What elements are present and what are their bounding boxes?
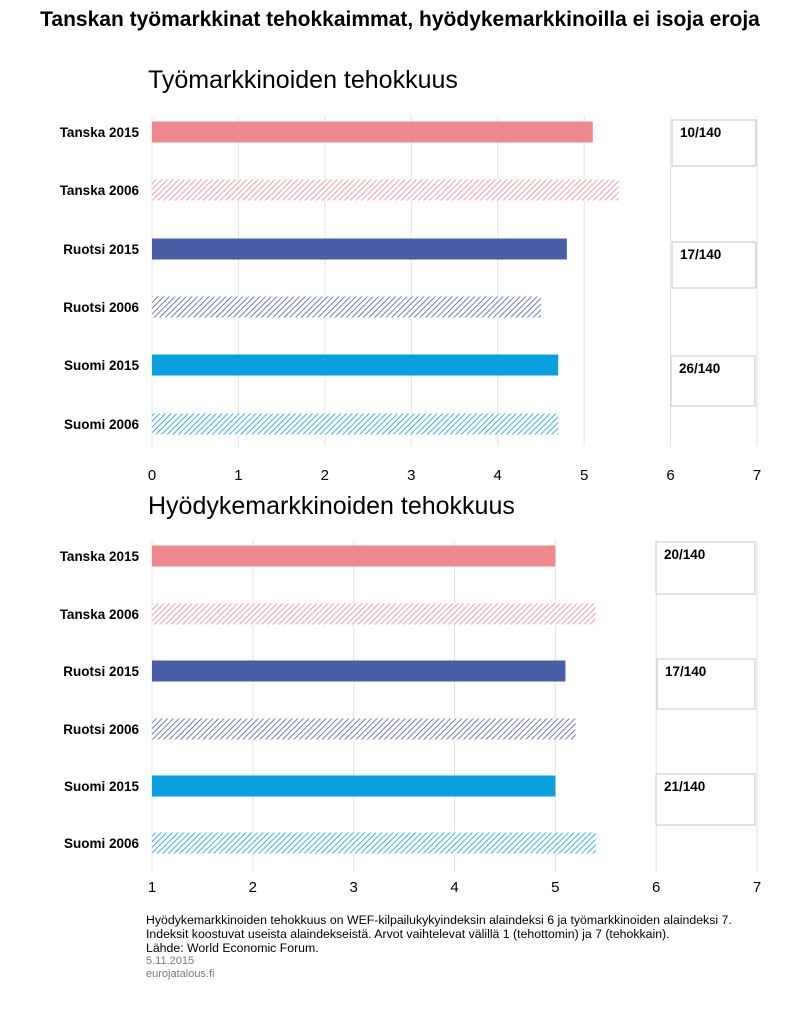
rank-label: 20/140 bbox=[664, 547, 705, 562]
bar-tanska-2015 bbox=[152, 121, 593, 143]
rank-label: 21/140 bbox=[664, 779, 705, 794]
footer-source: Lähde: World Economic Forum. bbox=[146, 941, 319, 955]
bar-ruotsi-2015 bbox=[152, 660, 566, 682]
bar-suomi-2015 bbox=[152, 354, 559, 376]
category-label-tanska-2006: Tanska 2006 bbox=[60, 183, 140, 198]
category-label-ruotsi-2015: Ruotsi 2015 bbox=[63, 664, 139, 679]
bar-tanska-2015 bbox=[152, 545, 556, 567]
bar-tanska-2006 bbox=[152, 603, 596, 625]
x-tick-label: 5 bbox=[551, 879, 559, 896]
x-tick-label: 3 bbox=[407, 467, 415, 483]
chart-goods-market-efficiency: Hyödykemarkkinoiden tehokkuus Tanska 2015… bbox=[60, 492, 761, 896]
x-tick-label: 2 bbox=[321, 467, 329, 483]
rank-box bbox=[671, 241, 757, 289]
rank-box bbox=[671, 119, 757, 167]
footer-site: eurojatalous.fi bbox=[146, 968, 215, 980]
x-tick-label: 0 bbox=[148, 467, 156, 483]
x-tick-label: 5 bbox=[580, 467, 588, 483]
x-tick-label: 7 bbox=[753, 467, 761, 483]
x-tick-label: 4 bbox=[494, 467, 502, 483]
rank-box bbox=[655, 541, 756, 595]
x-tick-label: 2 bbox=[249, 879, 257, 896]
page-title: Tanskan työmarkkinat tehokkaimmat, hyödy… bbox=[40, 8, 760, 31]
category-label-tanska-2015: Tanska 2015 bbox=[60, 125, 140, 140]
chart-title: Työmarkkinoiden tehokkuus bbox=[148, 66, 458, 94]
x-tick-label: 3 bbox=[349, 879, 357, 896]
x-tick-label: 4 bbox=[450, 879, 458, 896]
bar-ruotsi-2015 bbox=[152, 238, 567, 260]
bar-tanska-2006 bbox=[152, 179, 619, 201]
x-tick-label: 1 bbox=[148, 879, 156, 896]
x-tick-label: 7 bbox=[753, 879, 761, 896]
category-label-suomi-2015: Suomi 2015 bbox=[64, 358, 140, 373]
rank-box bbox=[670, 355, 756, 407]
x-tick-label: 6 bbox=[666, 467, 674, 483]
footer-date: 5.11.2015 bbox=[146, 955, 195, 967]
bar-ruotsi-2006 bbox=[152, 296, 541, 318]
category-label-ruotsi-2006: Ruotsi 2006 bbox=[63, 300, 139, 315]
footer-notes: Hyödykemarkkinoiden tehokkuus on WEF-kil… bbox=[146, 913, 786, 981]
footer-note-line-1: Hyödykemarkkinoiden tehokkuus on WEF-kil… bbox=[146, 913, 732, 927]
category-label-tanska-2015: Tanska 2015 bbox=[60, 549, 140, 564]
rank-box bbox=[655, 773, 756, 826]
rank-label: 17/140 bbox=[680, 247, 721, 262]
category-label-tanska-2006: Tanska 2006 bbox=[60, 607, 140, 622]
bar-ruotsi-2006 bbox=[152, 718, 576, 740]
chart-labour-market-efficiency: Työmarkkinoiden tehokkuus Tanska 2015 Tans… bbox=[60, 66, 761, 483]
category-label-ruotsi-2006: Ruotsi 2006 bbox=[63, 722, 139, 737]
bar-suomi-2015 bbox=[152, 775, 556, 797]
chart-title: Hyödykemarkkinoiden tehokkuus bbox=[148, 492, 515, 520]
category-label-suomi-2015: Suomi 2015 bbox=[64, 779, 140, 794]
bar-suomi-2006 bbox=[152, 832, 596, 854]
rank-label: 26/140 bbox=[679, 361, 720, 376]
rank-label: 10/140 bbox=[680, 125, 721, 140]
rank-box bbox=[656, 658, 756, 710]
rank-label: 17/140 bbox=[665, 664, 706, 679]
x-tick-label: 6 bbox=[652, 879, 660, 896]
bar-suomi-2006 bbox=[152, 413, 559, 435]
category-label-suomi-2006: Suomi 2006 bbox=[64, 836, 140, 851]
footer-note-line-2: Indeksit koostuvat useista alaindekseist… bbox=[146, 927, 670, 941]
category-label-suomi-2006: Suomi 2006 bbox=[64, 417, 140, 432]
category-label-ruotsi-2015: Ruotsi 2015 bbox=[63, 242, 139, 257]
x-tick-label: 1 bbox=[234, 467, 242, 483]
